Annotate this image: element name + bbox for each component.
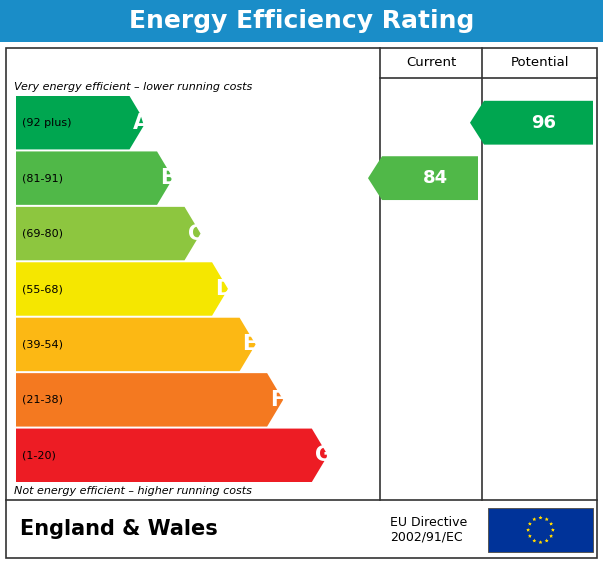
Polygon shape [16, 96, 145, 149]
Text: C: C [188, 223, 203, 244]
Text: G: G [315, 446, 332, 465]
Text: Very energy efficient – lower running costs: Very energy efficient – lower running co… [14, 82, 252, 92]
Polygon shape [538, 515, 543, 519]
Text: A: A [133, 113, 149, 133]
Polygon shape [16, 262, 228, 316]
Text: Energy Efficiency Rating: Energy Efficiency Rating [129, 9, 474, 33]
Polygon shape [551, 528, 555, 532]
Polygon shape [528, 522, 532, 526]
Text: EU Directive: EU Directive [390, 515, 467, 528]
Polygon shape [16, 318, 256, 371]
Polygon shape [526, 528, 530, 532]
Text: F: F [270, 390, 285, 410]
Text: Not energy efficient – higher running costs: Not energy efficient – higher running co… [14, 486, 252, 496]
Text: Current: Current [406, 56, 456, 69]
Text: 2002/91/EC: 2002/91/EC [390, 531, 463, 544]
Text: (39-54): (39-54) [22, 340, 63, 350]
Polygon shape [545, 517, 549, 521]
Polygon shape [532, 517, 537, 521]
Text: (81-91): (81-91) [22, 173, 63, 183]
Polygon shape [532, 539, 537, 543]
Polygon shape [549, 522, 554, 526]
Polygon shape [528, 534, 532, 538]
Polygon shape [16, 429, 328, 482]
Text: (1-20): (1-20) [22, 450, 56, 460]
Polygon shape [16, 151, 173, 205]
Polygon shape [16, 373, 283, 426]
Polygon shape [545, 539, 549, 543]
Text: England & Wales: England & Wales [20, 519, 218, 539]
Text: 96: 96 [531, 114, 556, 132]
Text: 84: 84 [423, 169, 447, 187]
Text: (21-38): (21-38) [22, 395, 63, 405]
Polygon shape [470, 101, 593, 144]
Text: (92 plus): (92 plus) [22, 118, 72, 127]
Text: D: D [215, 279, 232, 299]
Text: E: E [242, 334, 257, 354]
Text: (55-68): (55-68) [22, 284, 63, 294]
Polygon shape [16, 207, 201, 260]
Polygon shape [538, 540, 543, 544]
Polygon shape [368, 156, 478, 200]
Text: B: B [160, 168, 176, 188]
Text: Potential: Potential [510, 56, 569, 69]
Bar [488, 508, 593, 552]
Text: (69-80): (69-80) [22, 228, 63, 239]
Polygon shape [549, 534, 554, 538]
Bar [0, 0, 603, 42]
